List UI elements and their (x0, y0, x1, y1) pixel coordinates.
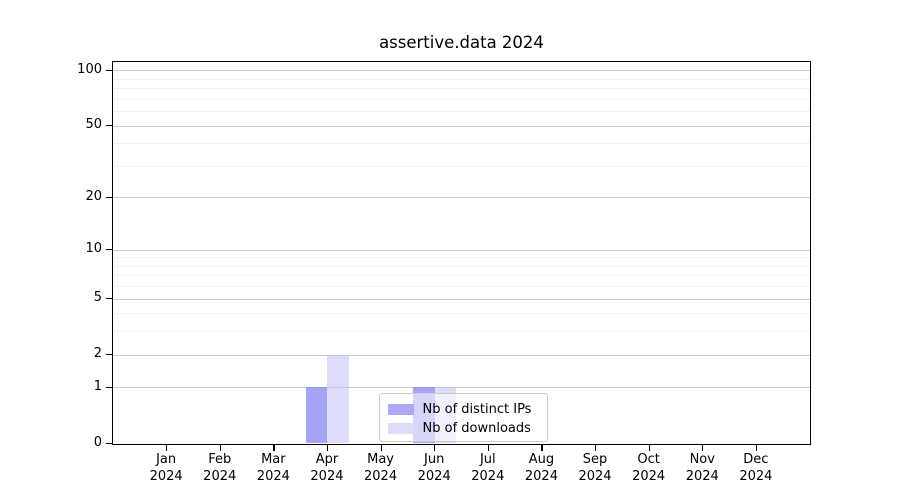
x-tick-label: Feb 2024 (188, 452, 252, 485)
bar (306, 387, 328, 444)
x-tick-year: 2024 (685, 468, 719, 484)
x-tick-year: 2024 (364, 468, 398, 484)
x-tick-label: Mar 2024 (241, 452, 305, 485)
x-tick-mark (326, 444, 329, 451)
x-tick-month: Mar (261, 452, 286, 467)
gridline-major (113, 249, 810, 251)
x-tick-year: 2024 (203, 468, 237, 484)
gridline-minor (113, 331, 810, 333)
y-tick-label: 10 (85, 241, 102, 257)
x-tick-year: 2024 (471, 468, 505, 484)
x-tick-label: Jul 2024 (456, 452, 520, 485)
legend-label-distinct-ips: Nb of distinct IPs (422, 402, 532, 417)
x-tick-mark (595, 444, 597, 451)
gridline-major (113, 197, 810, 199)
legend-swatch-downloads (387, 423, 414, 434)
gridline-minor (113, 313, 810, 315)
gridline-minor (113, 88, 810, 90)
x-tick-label: Sep 2024 (563, 452, 627, 485)
x-tick-mark (434, 444, 436, 451)
x-tick-mark (755, 444, 758, 451)
x-tick-label: Oct 2024 (617, 452, 681, 485)
y-tick-label: 5 (93, 290, 102, 306)
y-tick-mark (105, 196, 112, 199)
y-tick-mark (105, 443, 112, 445)
gridline-major (113, 70, 810, 72)
gridline-minor (113, 78, 810, 80)
x-tick-mark (380, 444, 382, 451)
x-tick-month: Sep (582, 452, 608, 467)
gridline-minor (113, 257, 810, 259)
x-tick-label: Jun 2024 (402, 452, 466, 485)
y-tick-mark (105, 298, 112, 300)
x-tick-month: Jul (479, 452, 496, 467)
x-tick-mark (702, 444, 704, 451)
x-tick-month: May (367, 452, 394, 467)
legend: Nb of distinct IPs Nb of downloads (378, 393, 548, 442)
y-tick-mark (105, 69, 112, 72)
legend-item-distinct-ips: Nb of distinct IPs (387, 401, 539, 418)
y-tick-mark (105, 125, 112, 127)
y-tick-mark (105, 354, 112, 356)
x-tick-label: May 2024 (349, 452, 413, 485)
x-tick-label: Aug 2024 (509, 452, 573, 485)
x-tick-label: Nov 2024 (670, 452, 734, 485)
y-tick-mark (105, 386, 112, 389)
x-tick-month: Nov (689, 452, 715, 467)
y-tick-label: 1 (93, 378, 102, 394)
legend-item-downloads: Nb of downloads (387, 420, 539, 437)
x-tick-year: 2024 (632, 468, 666, 484)
x-tick-year: 2024 (256, 468, 290, 484)
bar (327, 354, 349, 444)
x-tick-month: Jun (424, 452, 445, 467)
y-tick-label: 50 (85, 117, 102, 133)
x-tick-year: 2024 (417, 468, 451, 484)
x-tick-year: 2024 (578, 468, 612, 484)
y-tick-label: 2 (93, 346, 102, 362)
plot-area: Nb of distinct IPs Nb of downloads (112, 61, 811, 445)
legend-label-downloads: Nb of downloads (422, 421, 531, 436)
y-tick-label: 20 (85, 188, 102, 204)
gridline-minor (113, 275, 810, 277)
gridline-major (113, 125, 810, 127)
x-tick-label: Dec 2024 (724, 452, 788, 485)
x-tick-mark (648, 444, 650, 451)
x-tick-label: Jan 2024 (134, 452, 198, 485)
x-tick-year: 2024 (310, 468, 344, 484)
legend-swatch-distinct-ips (387, 404, 414, 415)
x-tick-mark (487, 444, 489, 451)
gridline-minor (113, 111, 810, 113)
x-tick-month: Feb (208, 452, 232, 467)
x-tick-year: 2024 (149, 468, 183, 484)
gridline-minor (113, 98, 810, 100)
x-tick-year: 2024 (739, 468, 773, 484)
y-tick-mark (105, 249, 112, 251)
gridline-major (113, 298, 810, 300)
y-tick-label: 0 (93, 435, 102, 450)
x-tick-label: Apr 2024 (295, 452, 359, 485)
gridline-minor (113, 286, 810, 288)
x-tick-mark (273, 444, 275, 451)
gridline-major (113, 354, 810, 356)
x-tick-mark (166, 444, 168, 451)
x-tick-month: Dec (743, 452, 769, 467)
gridline-major (113, 387, 810, 389)
y-tick-label: 100 (77, 61, 102, 77)
chart-title: assertive.data 2024 (379, 33, 544, 52)
x-tick-year: 2024 (524, 468, 558, 484)
x-tick-month: Jan (156, 452, 177, 467)
x-tick-month: Aug (528, 452, 555, 467)
x-tick-mark (219, 444, 221, 451)
x-tick-month: Apr (315, 452, 339, 467)
x-tick-month: Oct (637, 452, 660, 467)
x-tick-mark (541, 444, 543, 451)
gridline-minor (113, 265, 810, 267)
gridline-minor (113, 143, 810, 145)
gridline-minor (113, 165, 810, 167)
